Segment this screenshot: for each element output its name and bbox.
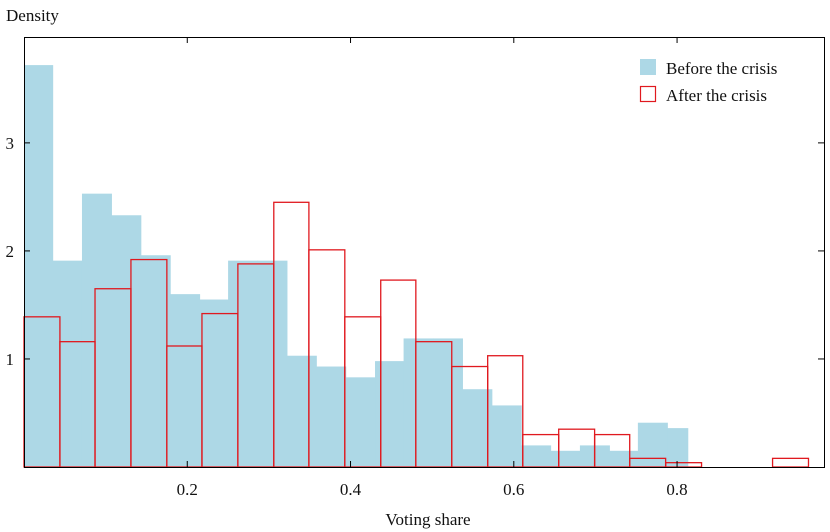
bar-before-3: [111, 215, 142, 467]
bar-before-13: [403, 338, 434, 467]
bar-before-20: [609, 450, 639, 467]
legend: Before the crisis After the crisis: [639, 59, 777, 105]
bar-before-0: [24, 65, 54, 467]
bar-before-21: [637, 422, 668, 467]
x-tick-label: 0.4: [340, 480, 362, 499]
bar-before-14: [432, 338, 463, 467]
bar-before-18: [550, 450, 581, 467]
bar-before-1: [52, 260, 83, 467]
bar-before-12: [375, 361, 405, 467]
legend-swatch-before: [640, 59, 656, 75]
bar-before-16: [491, 405, 522, 467]
bar-before-10: [316, 366, 347, 467]
x-tick-label: 0.6: [503, 480, 524, 499]
after-series: [23, 201, 810, 468]
legend-swatch-after: [639, 85, 657, 103]
bar-before-7: [228, 260, 259, 467]
axis-ticks: 0.2 0.4 0.6 0.8 1 2 3: [6, 37, 824, 499]
bar-before-17: [521, 445, 552, 467]
y-tick-label: 3: [6, 134, 15, 153]
bar-before-22: [667, 428, 689, 467]
x-axis-label: Voting share: [385, 510, 470, 529]
y-tick-label: 2: [6, 242, 15, 261]
legend-label-after: After the crisis: [666, 86, 767, 105]
bar-after-20: [771, 457, 810, 468]
before-series: [24, 65, 689, 467]
bar-before-8: [257, 260, 288, 467]
bar-before-9: [286, 355, 317, 467]
x-tick-label: 0.8: [666, 480, 687, 499]
legend-label-before: Before the crisis: [666, 59, 777, 78]
y-tick-label: 1: [6, 350, 15, 369]
y-axis-label: Density: [6, 6, 59, 25]
plot-frame: [24, 37, 825, 468]
bar-before-6: [199, 299, 229, 467]
bar-before-5: [170, 294, 201, 467]
bar-before-4: [140, 255, 171, 467]
bar-before-11: [345, 377, 376, 467]
bar-before-2: [81, 193, 112, 467]
x-tick-label: 0.2: [177, 480, 198, 499]
